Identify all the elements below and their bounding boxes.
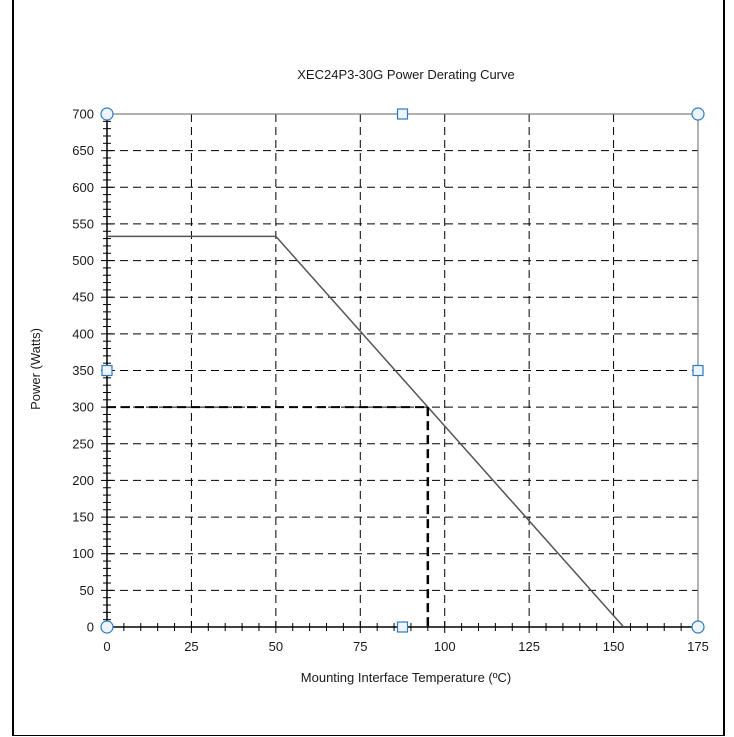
- y-tick-label: 400: [72, 326, 94, 341]
- side-handle[interactable]: [396, 621, 409, 633]
- y-tick-label: 550: [72, 216, 94, 231]
- corner-handle[interactable]: [100, 620, 114, 634]
- y-tick-label: 500: [72, 253, 94, 268]
- y-tick-label: 300: [72, 400, 94, 415]
- y-tick-label: 600: [72, 180, 94, 195]
- y-axis-label: Power (Watts): [28, 328, 43, 410]
- x-tick-label: 150: [603, 639, 625, 654]
- x-axis-label: Mounting Interface Temperature (ºC): [301, 670, 511, 685]
- corner-handle[interactable]: [691, 620, 705, 634]
- side-handle[interactable]: [101, 364, 113, 377]
- x-tick-label: 75: [353, 639, 367, 654]
- side-handle[interactable]: [396, 108, 409, 120]
- minor-ticks: [101, 113, 699, 633]
- annotation-layer: [107, 406, 430, 627]
- x-tick-label: 25: [184, 639, 198, 654]
- y-tick-label: 650: [72, 143, 94, 158]
- x-tick-label: 175: [687, 639, 709, 654]
- series-layer: [107, 235, 625, 628]
- x-tick-labels: 0 25 50 75 100 125 150 175: [103, 639, 708, 654]
- grid: [107, 114, 698, 627]
- y-tick-label: 0: [87, 620, 94, 635]
- x-tick-label: 50: [269, 639, 283, 654]
- chart-title: XEC24P3-30G Power Derating Curve: [297, 67, 515, 82]
- corner-handle[interactable]: [691, 107, 705, 121]
- selection-handles[interactable]: [100, 107, 705, 634]
- y-tick-label: 450: [72, 290, 94, 305]
- corner-handle[interactable]: [100, 107, 114, 121]
- derating-curve: [107, 235, 625, 628]
- x-tick-label: 125: [518, 639, 540, 654]
- x-tick-label: 0: [103, 639, 110, 654]
- y-tick-label: 150: [72, 510, 94, 525]
- axes: [106, 113, 699, 628]
- y-tick-label: 200: [72, 473, 94, 488]
- y-tick-label: 50: [80, 583, 94, 598]
- y-tick-label: 700: [72, 107, 94, 122]
- side-handle[interactable]: [692, 364, 704, 377]
- y-tick-label: 350: [72, 363, 94, 378]
- y-tick-labels: 0 50 100 150 200 250 300 350 400 450 500 550 600 650 7…: [72, 107, 94, 635]
- x-tick-label: 100: [434, 639, 456, 654]
- y-tick-label: 250: [72, 436, 94, 451]
- y-tick-label: 100: [72, 546, 94, 561]
- chart-frame: [12, 0, 725, 736]
